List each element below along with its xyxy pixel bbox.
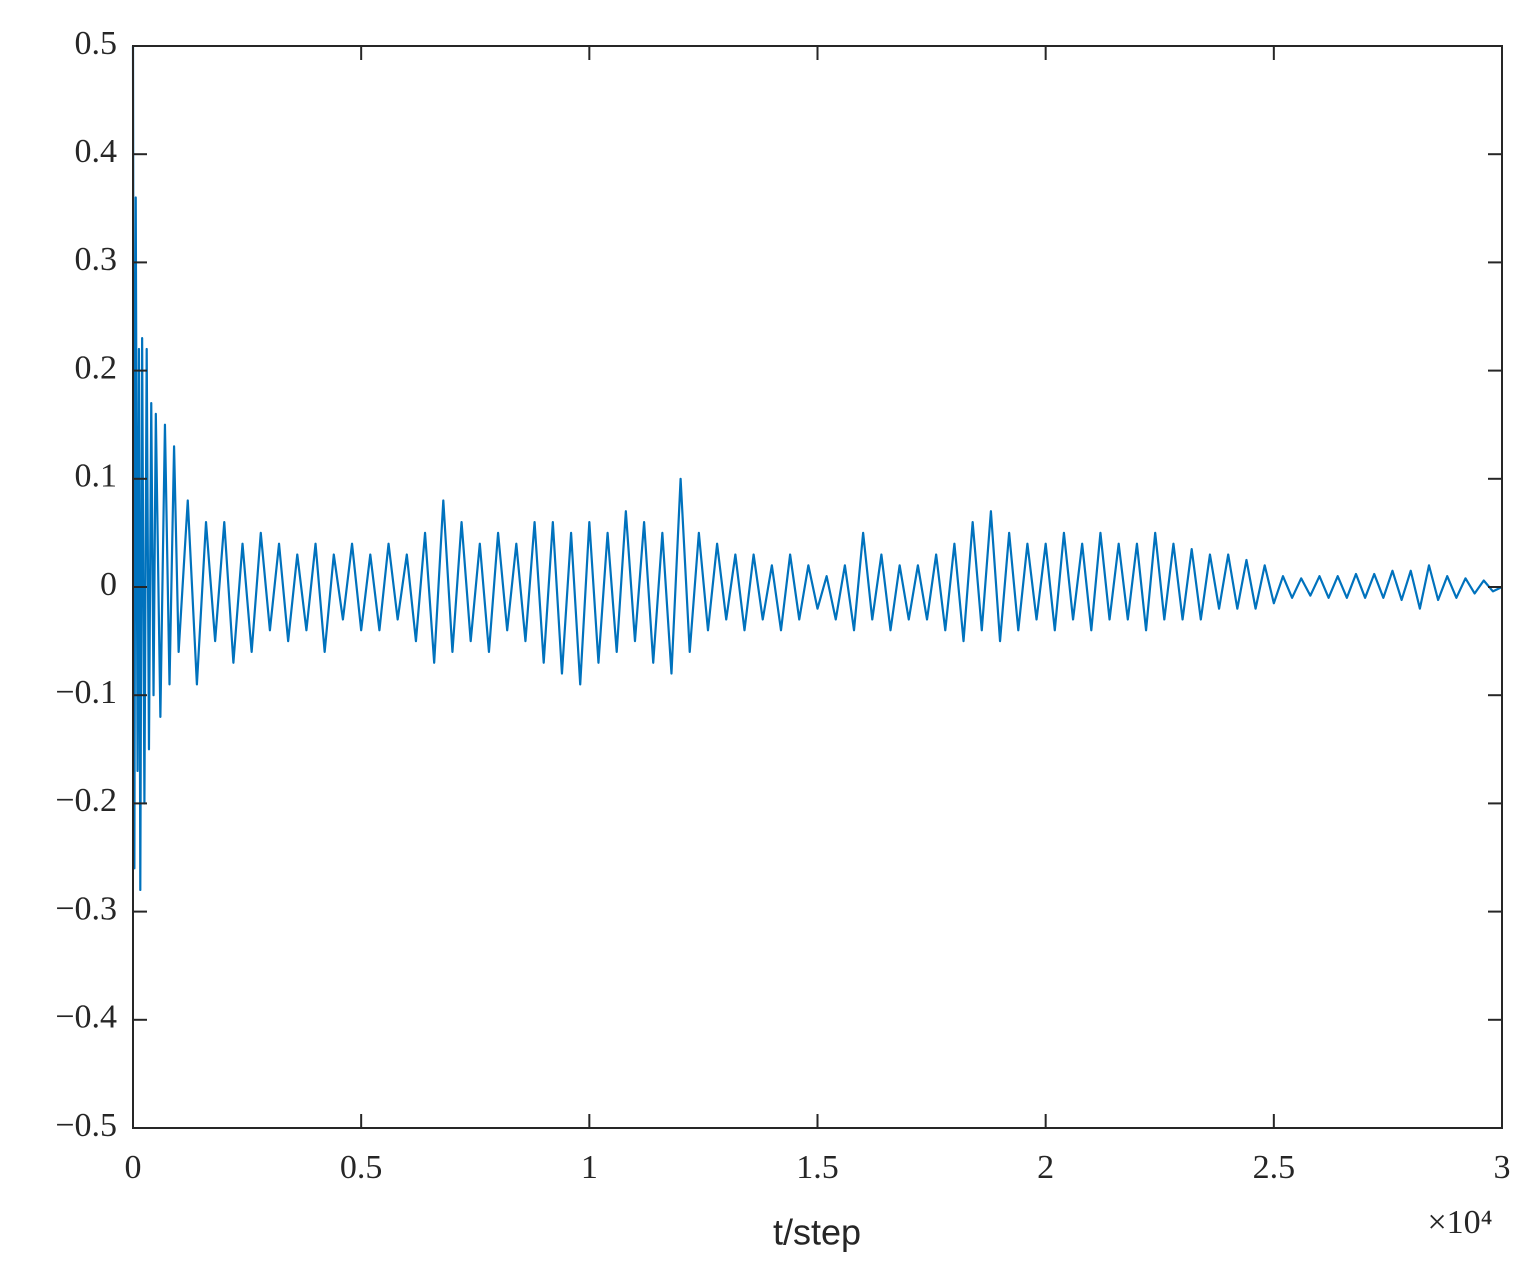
y-tick-label: 0 xyxy=(100,566,117,603)
y-tick-label: 0.3 xyxy=(75,241,118,278)
y-tick-label: 0.4 xyxy=(75,133,118,170)
y-tick-label: 0.2 xyxy=(75,349,118,386)
y-tick-label: −0.5 xyxy=(55,1107,117,1144)
y-tick-label: −0.3 xyxy=(55,890,117,927)
y-tick-label: 0.1 xyxy=(75,458,118,495)
y-tick-label: −0.4 xyxy=(55,999,117,1036)
x-tick-label: 0 xyxy=(125,1149,142,1186)
x-tick-label: 1 xyxy=(581,1149,598,1186)
data-line xyxy=(131,45,1503,892)
x-tick-label: 2 xyxy=(1037,1149,1054,1186)
x-exponent-label: ×10⁴ xyxy=(1427,1204,1492,1241)
x-tick-label: 0.5 xyxy=(340,1149,383,1186)
y-tick-label: 0.5 xyxy=(75,25,118,62)
x-tick-label: 2.5 xyxy=(1253,1149,1296,1186)
x-axis-label: t/step xyxy=(773,1212,861,1253)
x-tick-label: 1.5 xyxy=(796,1149,839,1186)
y-tick-label: −0.1 xyxy=(55,674,117,711)
x-tick-label: 3 xyxy=(1494,1149,1511,1186)
y-tick-label: −0.2 xyxy=(55,782,117,819)
